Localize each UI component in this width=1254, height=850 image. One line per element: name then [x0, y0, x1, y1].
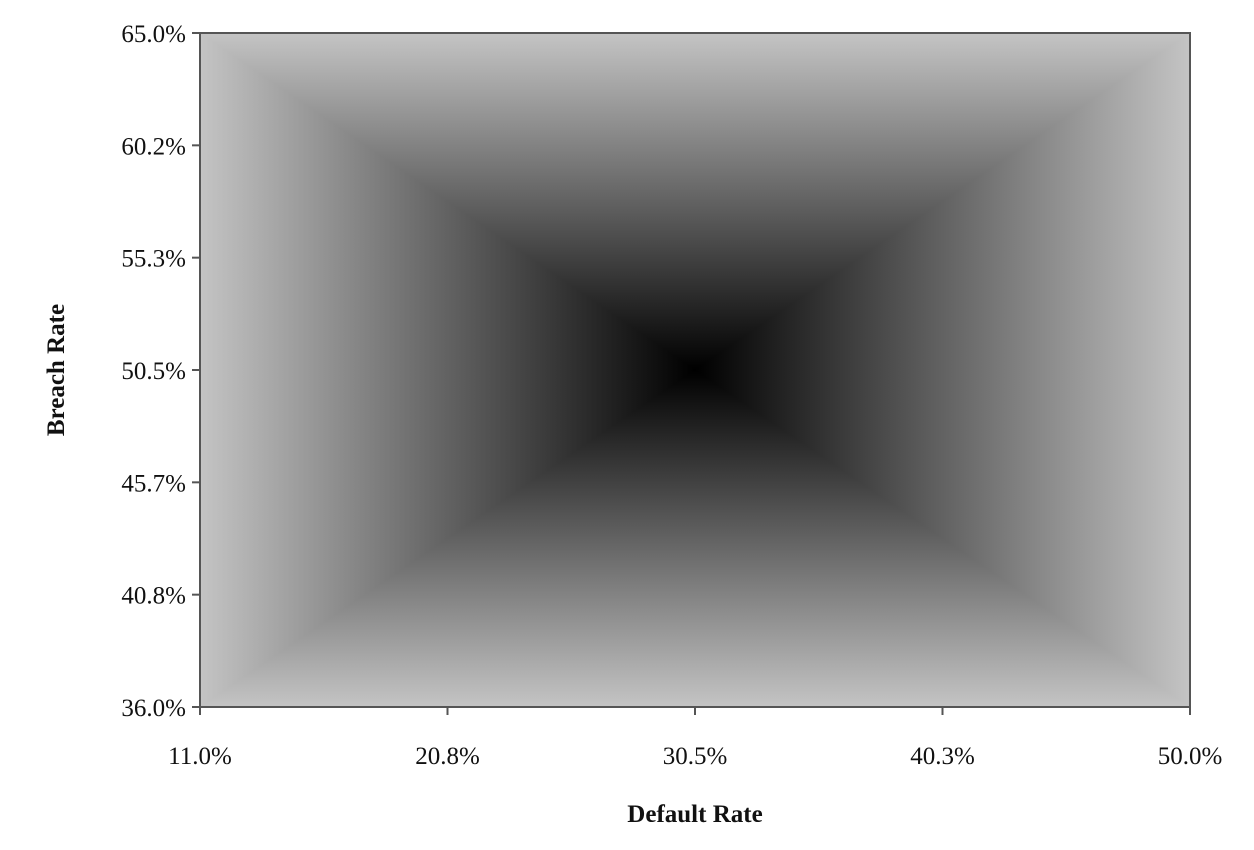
- y-axis: 36.0% 40.8% 45.7% 50.5% 55.3% 60.2% 65.0%: [121, 21, 200, 722]
- heatmap-region-right: [695, 33, 1190, 707]
- x-tick-label: 11.0%: [168, 743, 232, 770]
- y-tick-label: 40.8%: [121, 583, 186, 610]
- heatmap-region-left: [200, 33, 695, 707]
- y-tick-label: 65.0%: [121, 21, 186, 48]
- x-axis-title: Default Rate: [627, 801, 762, 828]
- heatmap-region-bottom: [200, 370, 1190, 707]
- y-axis-title: Breach Rate: [43, 304, 70, 436]
- x-tick-label: 30.5%: [663, 743, 728, 770]
- y-tick-label: 55.3%: [121, 246, 186, 273]
- x-tick-label: 40.3%: [910, 743, 975, 770]
- x-tick-label: 50.0%: [1158, 743, 1223, 770]
- y-tick-label: 45.7%: [121, 470, 186, 497]
- y-tick-label: 36.0%: [121, 695, 186, 722]
- heatmap-region-top: [200, 33, 1190, 370]
- plot-area: [200, 33, 1190, 707]
- y-tick-label: 60.2%: [121, 133, 186, 160]
- x-axis: 11.0% 20.8% 30.5% 40.3% 50.0%: [168, 707, 1222, 770]
- y-tick-label: 50.5%: [121, 358, 186, 385]
- x-tick-label: 20.8%: [415, 743, 480, 770]
